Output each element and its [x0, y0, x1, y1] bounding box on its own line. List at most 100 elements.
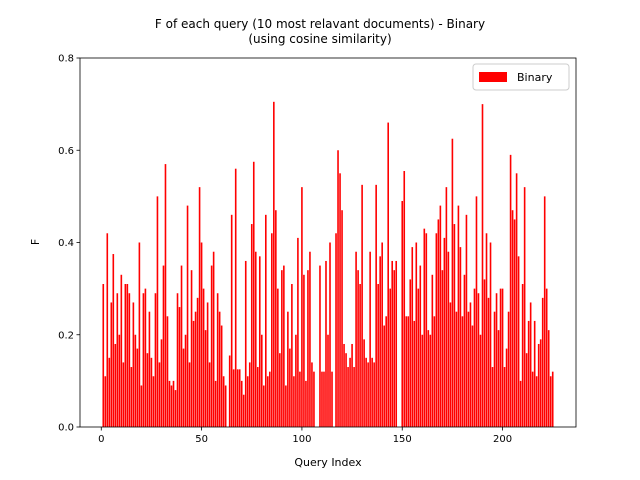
bar	[519, 380, 522, 427]
bar	[353, 367, 355, 427]
bar	[473, 288, 476, 427]
bar	[118, 334, 121, 427]
bar	[267, 376, 269, 427]
bar	[459, 247, 462, 427]
bar	[301, 187, 303, 427]
bar	[521, 284, 524, 427]
bar	[509, 154, 512, 428]
bar	[443, 237, 446, 427]
bar	[196, 297, 199, 427]
bar	[242, 394, 245, 427]
x-tick-label: 50	[195, 434, 208, 445]
bar	[455, 311, 458, 427]
bar	[104, 376, 107, 427]
legend-frame	[472, 63, 570, 91]
bar	[403, 171, 406, 427]
bar	[154, 293, 157, 427]
bar	[192, 320, 195, 427]
bar	[525, 353, 528, 427]
bar	[545, 288, 548, 427]
bar	[537, 343, 540, 427]
bar	[435, 233, 438, 427]
bar	[535, 376, 538, 427]
bar	[383, 325, 385, 427]
bar	[361, 184, 363, 427]
bar	[158, 362, 161, 427]
bar	[467, 311, 470, 427]
bar	[244, 260, 247, 427]
bar	[212, 251, 215, 427]
bar	[541, 297, 544, 427]
bar	[511, 210, 514, 427]
bar	[281, 270, 283, 427]
y-axis-label: F	[29, 239, 42, 245]
bar	[216, 293, 219, 427]
bar	[337, 150, 339, 427]
bar	[184, 334, 187, 427]
bar	[377, 284, 379, 427]
bar	[178, 307, 181, 427]
bar	[116, 293, 119, 427]
bar	[162, 265, 165, 427]
bar	[283, 265, 285, 427]
bar	[230, 214, 233, 427]
bar	[190, 270, 193, 427]
bar	[431, 274, 434, 427]
bar	[493, 311, 496, 427]
bar	[106, 233, 109, 427]
bar	[170, 385, 173, 427]
bar	[491, 367, 494, 427]
bar	[387, 122, 389, 427]
bar	[475, 196, 478, 427]
bar	[269, 371, 271, 427]
y-tick-label: 0.6	[58, 146, 74, 157]
bar	[128, 293, 131, 427]
bar	[463, 274, 466, 427]
bar	[425, 233, 428, 427]
bar	[140, 385, 143, 427]
bar	[208, 362, 211, 427]
bar	[307, 270, 309, 427]
bar	[176, 293, 179, 427]
bar	[146, 353, 149, 427]
bar	[120, 274, 123, 427]
bar	[250, 224, 253, 427]
bar	[441, 270, 444, 427]
bar	[204, 330, 207, 427]
bar	[287, 311, 289, 427]
bar	[543, 196, 546, 427]
bar	[471, 325, 474, 427]
bar	[391, 260, 394, 427]
bar	[182, 348, 185, 427]
bar	[515, 173, 518, 427]
bar	[481, 104, 484, 427]
bar	[256, 367, 259, 427]
bar	[134, 334, 137, 427]
bar	[539, 339, 542, 427]
bar	[363, 339, 365, 427]
bar	[262, 385, 265, 427]
bar	[479, 334, 482, 427]
bar	[260, 334, 263, 427]
bar	[445, 187, 448, 427]
bar	[164, 164, 167, 427]
bar	[108, 357, 111, 427]
bar	[202, 288, 205, 427]
bar	[172, 380, 175, 427]
bar	[254, 251, 257, 427]
bar	[232, 369, 235, 427]
bar	[289, 348, 291, 427]
bar	[279, 353, 281, 427]
bar	[293, 376, 295, 427]
bar	[122, 362, 125, 427]
bar	[138, 242, 141, 427]
bar	[497, 330, 500, 427]
bar	[248, 362, 251, 427]
bar	[513, 219, 516, 427]
bar	[355, 251, 357, 427]
bar	[409, 279, 412, 427]
bar	[401, 200, 404, 427]
bar	[130, 367, 133, 427]
bar	[291, 284, 293, 427]
y-tick-label: 0.0	[58, 423, 74, 434]
